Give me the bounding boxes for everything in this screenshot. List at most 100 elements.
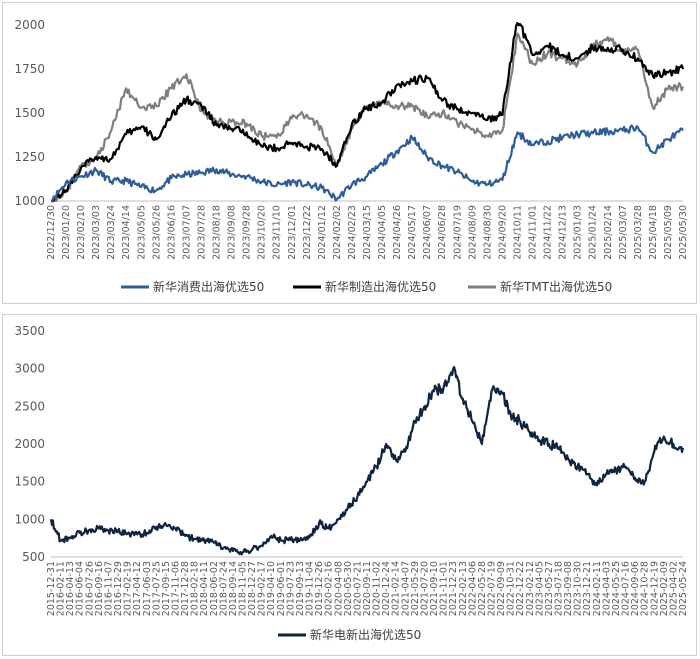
x-tick-label: 2022-04-06 — [467, 561, 478, 616]
x-tick-label: 2025/03/07 — [618, 205, 629, 260]
x-tick-label: 2024-04-03 — [601, 561, 612, 616]
x-tick-label: 2020-09-11 — [362, 561, 373, 616]
x-tick-label: 2024/08/09 — [467, 205, 478, 260]
x-tick-label: 2023/03/03 — [91, 205, 102, 260]
x-tick-label: 2021-07-20 — [419, 561, 430, 616]
x-tick-label: 2024/01/12 — [317, 205, 328, 260]
chart-bottom-svg: 5001000150020002500300035002015-12-31201… — [14, 324, 689, 642]
x-tick-label: 2016-07-26 — [84, 561, 95, 616]
x-tick-label: 2023/10/20 — [257, 205, 268, 260]
x-tick-label: 2019-04-10 — [266, 561, 277, 616]
x-tick-label: 2016-04-13 — [65, 561, 76, 616]
x-tick-label: 2017-07-25 — [151, 561, 162, 616]
x-tick-label: 2025/01/24 — [588, 205, 599, 260]
series-line-2 — [51, 21, 685, 203]
x-tick-label: 2016-02-11 — [56, 561, 67, 616]
x-tick-label: 2025/03/28 — [633, 205, 644, 260]
x-tick-label: 2024-10-28 — [640, 561, 651, 616]
x-tick-label: 2024/04/05 — [377, 205, 388, 260]
chart-panel-top: 1000 1250 1500 1750 2000 2022/12/30 2023/01/20… — [2, 2, 697, 304]
x-tick-label: 2024/11/22 — [543, 205, 554, 260]
x-tick-label: 2023/12/22 — [302, 205, 313, 260]
x-tick-label: 2017-11-06 — [170, 561, 181, 616]
y-tick-label: 3000 — [14, 362, 45, 376]
y-tick-label: 2500 — [14, 399, 45, 413]
x-tick-label: 2025-05-24 — [678, 561, 689, 616]
x-tick-label: 2025/05/09 — [663, 205, 674, 260]
legend-label: 新华电新出海优选50 — [310, 627, 421, 642]
x-tick-label: 2024-07-16 — [621, 561, 632, 616]
series-line-1 — [49, 366, 685, 556]
x-tick-label: 2023/05/26 — [151, 205, 162, 260]
x-tick-label: 2018-07-24 — [218, 561, 229, 616]
x-tick-label: 2023-07-18 — [554, 561, 565, 616]
x-tick-label: 2020-07-21 — [352, 561, 363, 616]
y-tick-label: 1500 — [14, 106, 45, 120]
y-tick-label: 1250 — [14, 150, 45, 164]
x-tick-label: 2023/03/24 — [106, 205, 117, 260]
x-tick-label: 2024/08/30 — [482, 205, 493, 260]
x-tick-label: 2023/09/28 — [242, 205, 253, 260]
x-tick-label: 2023-10-30 — [573, 561, 584, 616]
x-tick-label: 2021-09-10 — [429, 561, 440, 616]
x-tick-label: 2024/02/23 — [347, 205, 358, 260]
x-tick-label: 2023/07/07 — [181, 205, 192, 260]
x-tick-label: 2022/12/30 — [46, 205, 57, 260]
y-tick-label: 500 — [22, 550, 45, 564]
x-tick-label: 2015-12-31 — [46, 561, 57, 616]
legend-label: 新华TMT出海优选50 — [500, 279, 612, 294]
x-tick-label: 2021-12-23 — [448, 561, 459, 616]
x-tick-label: 2019-11-04 — [305, 561, 316, 616]
x-tick-label: 2025/05/30 — [678, 205, 689, 260]
x-tick-label: 2023-04-05 — [534, 561, 545, 616]
x-tick-label: 2022-07-19 — [486, 561, 497, 616]
x-tick-label: 2023/07/28 — [196, 205, 207, 260]
x-tick-label: 2017-12-28 — [180, 561, 191, 616]
x-tick-label: 2024-09-06 — [630, 561, 641, 616]
x-tick-label: 2019-07-23 — [285, 561, 296, 616]
y-tick-label: 1750 — [14, 62, 45, 76]
x-tick-label: 2024-12-19 — [649, 561, 660, 616]
x-tick-label: 2023-12-21 — [582, 561, 593, 616]
x-tick-label: 2017-06-03 — [142, 561, 153, 616]
x-tick-label: 2024/02/02 — [332, 205, 343, 260]
x-tick-label: 2019-12-26 — [314, 561, 325, 616]
x-tick-label: 2019-06-01 — [276, 561, 287, 616]
x-tick-label: 2024/12/13 — [558, 205, 569, 260]
x-tick-label: 2021-11-01 — [439, 561, 450, 616]
x-tick-label: 2023/05/05 — [136, 205, 147, 260]
x-tick-label: 2025/02/14 — [603, 205, 614, 260]
x-tick-label: 2023/01/20 — [61, 205, 72, 260]
x-tick-label: 2021-04-07 — [400, 561, 411, 616]
x-tick-label: 2024-02-11 — [592, 561, 603, 616]
x-tick-label: 2024/06/07 — [422, 205, 433, 260]
x-tick-label: 2018-11-05 — [238, 561, 249, 616]
y-tick-label: 2000 — [14, 18, 45, 32]
x-tick-label: 2020-05-30 — [343, 561, 354, 616]
x-tick-label: 2020-04-08 — [333, 561, 344, 616]
x-tick-label: 2023/06/16 — [166, 205, 177, 260]
x-tick-label: 2016-12-29 — [113, 561, 124, 616]
x-tick-label: 2023/12/01 — [287, 205, 298, 260]
series-line-1 — [51, 124, 684, 203]
x-tick-label: 2022-12-22 — [515, 561, 526, 616]
x-tick-label: 2023-09-08 — [563, 561, 574, 616]
x-tick-label: 2016-09-16 — [94, 561, 105, 616]
y-tick-label: 1500 — [14, 475, 45, 489]
y-tick-label: 2000 — [14, 437, 45, 451]
x-tick-label: 2018-04-11 — [199, 561, 210, 616]
x-tick-label: 2023/08/18 — [212, 205, 223, 260]
x-tick-label: 2023-05-27 — [544, 561, 555, 616]
x-tick-label: 2017-09-15 — [161, 561, 172, 616]
y-tick-label: 1000 — [14, 512, 45, 526]
x-tick-label: 2025/04/18 — [648, 205, 659, 260]
x-tick-label: 2022-05-28 — [477, 561, 488, 616]
x-tick-label: 2024/04/26 — [392, 205, 403, 260]
y-tick-label: 1000 — [14, 194, 45, 208]
x-tick-label: 2025-02-09 — [659, 561, 670, 616]
series-line-3 — [51, 32, 685, 203]
x-tick-label: 2024/11/01 — [528, 205, 539, 260]
x-tick-label: 2024/10/11 — [512, 205, 523, 260]
x-tick-label: 2018-06-02 — [209, 561, 220, 616]
x-tick-label: 2023-02-12 — [525, 561, 536, 616]
